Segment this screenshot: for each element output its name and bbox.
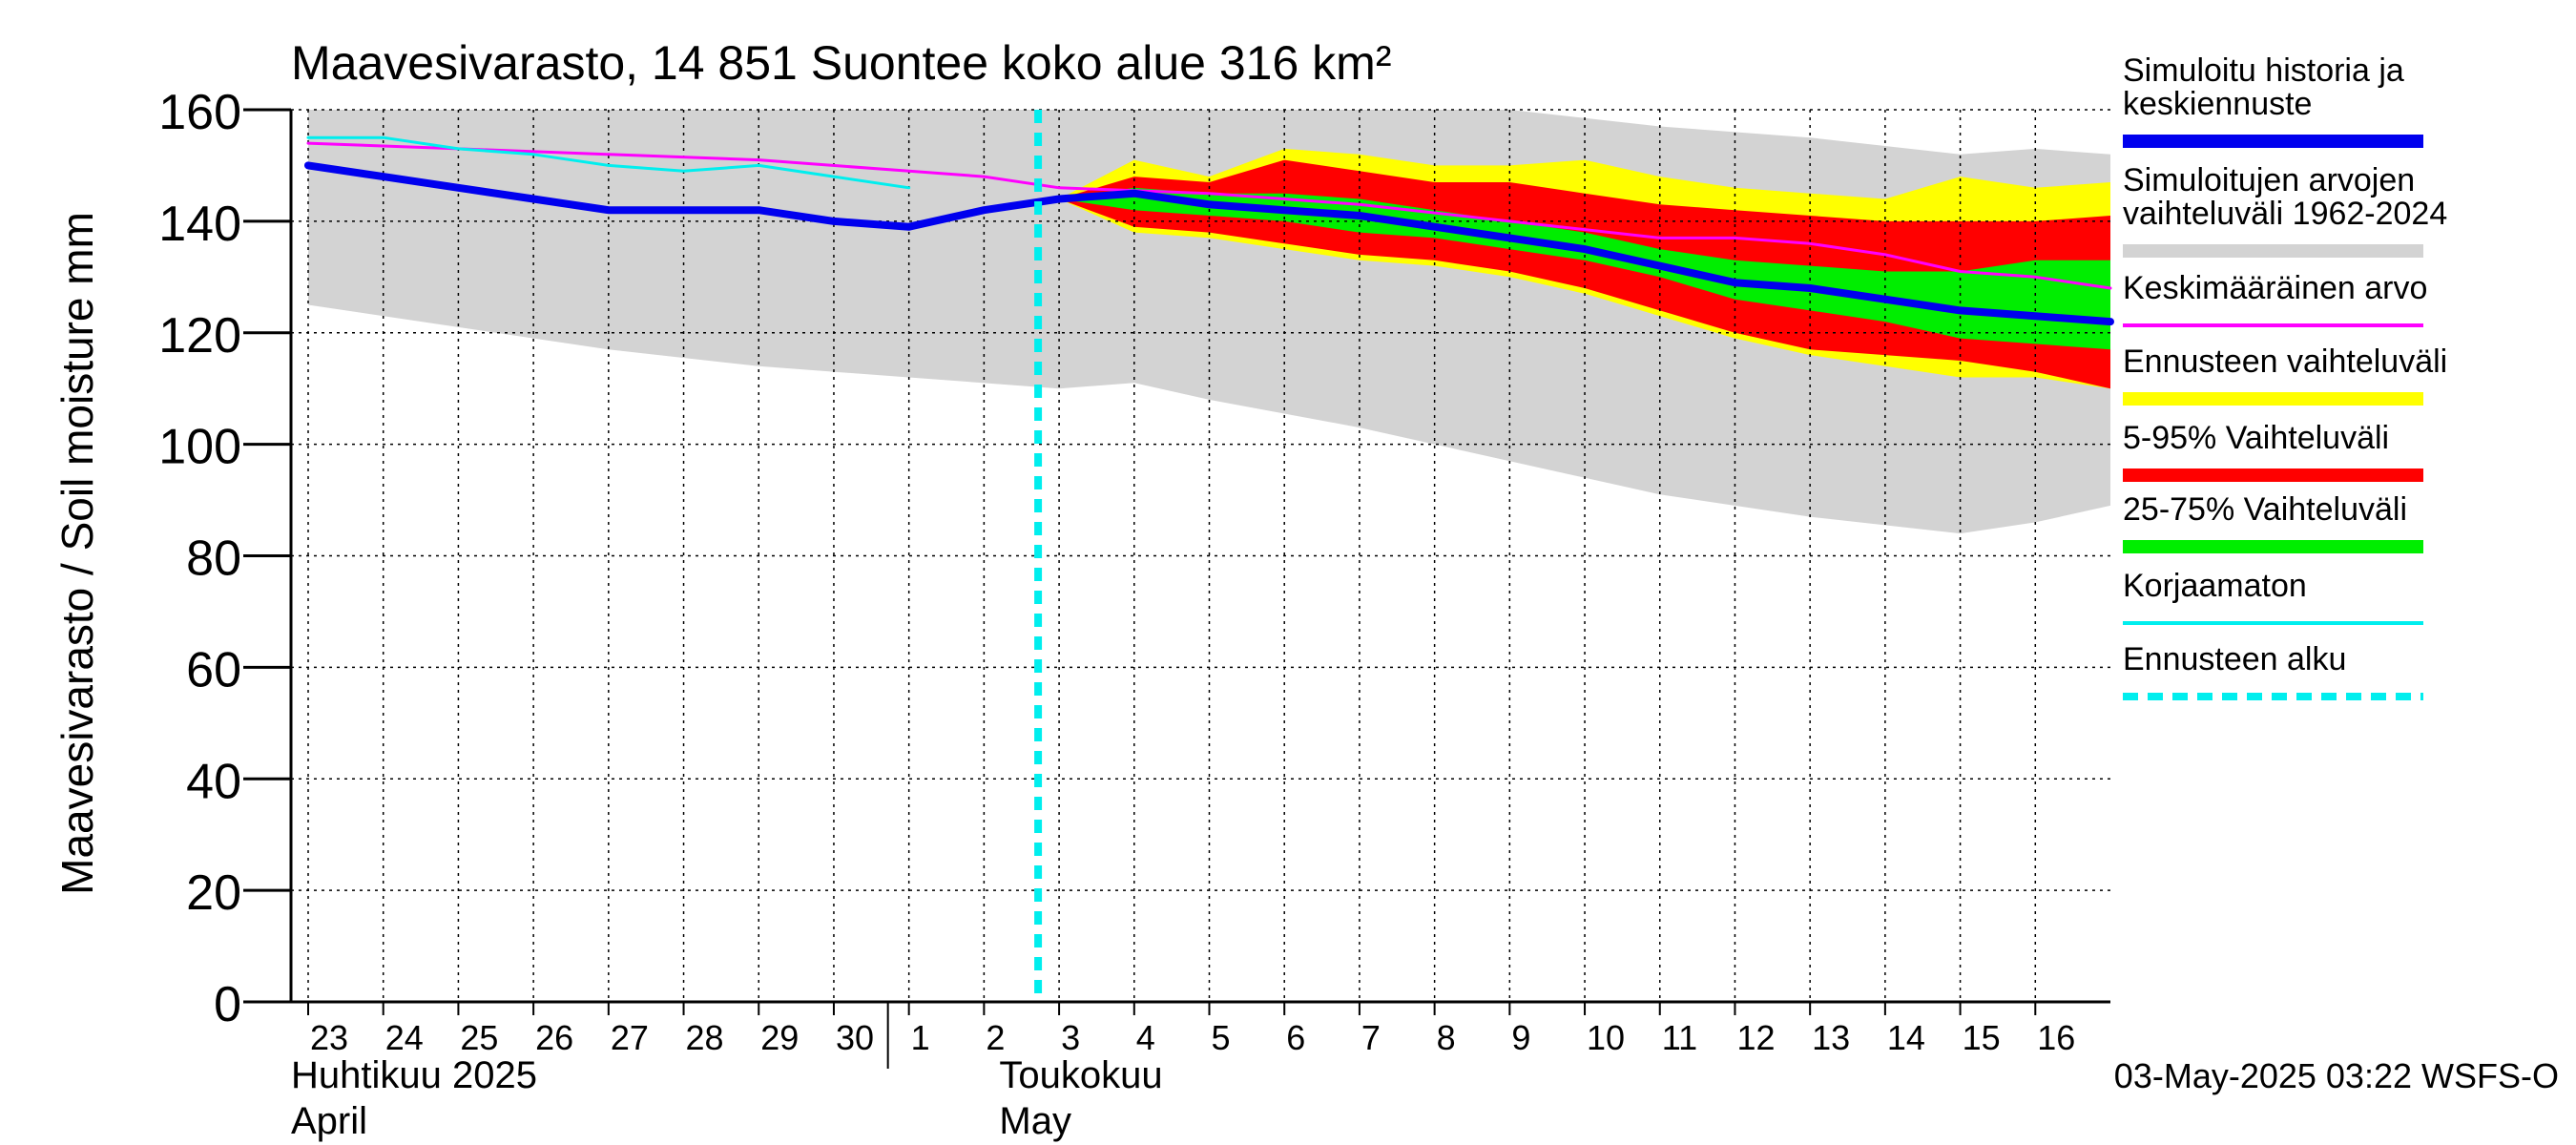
y-tick-label-80: 80 [186,531,241,587]
y-tick-label-40: 40 [186,754,241,809]
y-tick-label-160: 160 [158,85,241,140]
x-tick-label-2: 2 [986,1018,1005,1057]
x-tick-label-26: 26 [535,1018,573,1057]
month-label-en-may: May [999,1100,1071,1142]
line-keskim-r-inen-arvo [306,141,2112,290]
x-tick-label-16: 16 [2037,1018,2075,1057]
x-tick-label-1: 1 [911,1018,930,1057]
x-tick-label-7: 7 [1361,1018,1381,1057]
y-tick-label-100: 100 [158,420,241,475]
line-simuloitu-historia-ja-keskiennuste [304,161,2114,326]
y-tick-label-20: 20 [186,865,241,921]
legend-label-2-line2: vaihteluväli 1962-2024 [2123,196,2447,232]
x-tick-label-4: 4 [1136,1018,1155,1057]
y-tick-label-0: 0 [214,977,241,1032]
range-bands [308,110,2110,534]
month-label-may: Toukokuu [999,1054,1162,1096]
legend-label-4: Ennusteen vaihteluväli [2123,344,2447,380]
x-tick-label-29: 29 [760,1018,799,1057]
legend-label-6: 25-75% Vaihteluväli [2123,491,2407,528]
legend-label-5: 5-95% Vaihteluväli [2123,420,2389,456]
y-tick-label-120: 120 [158,308,241,364]
x-tick-label-9: 9 [1511,1018,1530,1057]
x-tick-label-15: 15 [1963,1018,2001,1057]
x-tick-label-12: 12 [1736,1018,1775,1057]
x-tick-label-23: 23 [310,1018,348,1057]
month-label-en-april: April [291,1100,367,1142]
y-tick-label-60: 60 [186,642,241,697]
footer-timestamp: 03-May-2025 03:22 WSFS-O [2114,1056,2559,1095]
y-tick-label-140: 140 [158,197,241,252]
axes [243,108,2110,1069]
x-tick-label-10: 10 [1587,1018,1625,1057]
x-tick-label-8: 8 [1437,1018,1456,1057]
x-tick-label-30: 30 [836,1018,874,1057]
legend-label-2: Simuloitujen arvojen [2123,162,2415,198]
legend-label-1: Simuloitu historia ja [2123,52,2404,89]
legend-label-1-line2: keskiennuste [2123,86,2312,122]
x-tick-label-24: 24 [385,1018,424,1057]
x-tick-label-6: 6 [1286,1018,1305,1057]
series-lines [304,110,2114,1002]
x-tick-label-11: 11 [1662,1018,1697,1057]
x-tick-label-13: 13 [1812,1018,1850,1057]
legend-label-3: Keskimääräinen arvo [2123,270,2427,306]
x-tick-label-25: 25 [460,1018,498,1057]
x-tick-label-5: 5 [1212,1018,1231,1057]
x-tick-label-3: 3 [1061,1018,1080,1057]
band-25-75-vaihteluv-li [1059,187,2110,350]
grid-lines [291,109,2110,1002]
y-axis-label: Maavesivarasto / Soil moisture mm [52,212,102,895]
month-label-april: Huhtikuu 2025 [291,1054,537,1096]
x-tick-label-28: 28 [686,1018,724,1057]
x-tick-label-14: 14 [1887,1018,1925,1057]
legend-label-8: Ennusteen alku [2123,641,2346,677]
chart-title: Maavesivarasto, 14 851 Suontee koko alue… [291,36,1391,90]
legend-label-7: Korjaamaton [2123,568,2307,604]
line-korjaamaton [306,135,911,190]
x-tick-label-27: 27 [611,1018,649,1057]
